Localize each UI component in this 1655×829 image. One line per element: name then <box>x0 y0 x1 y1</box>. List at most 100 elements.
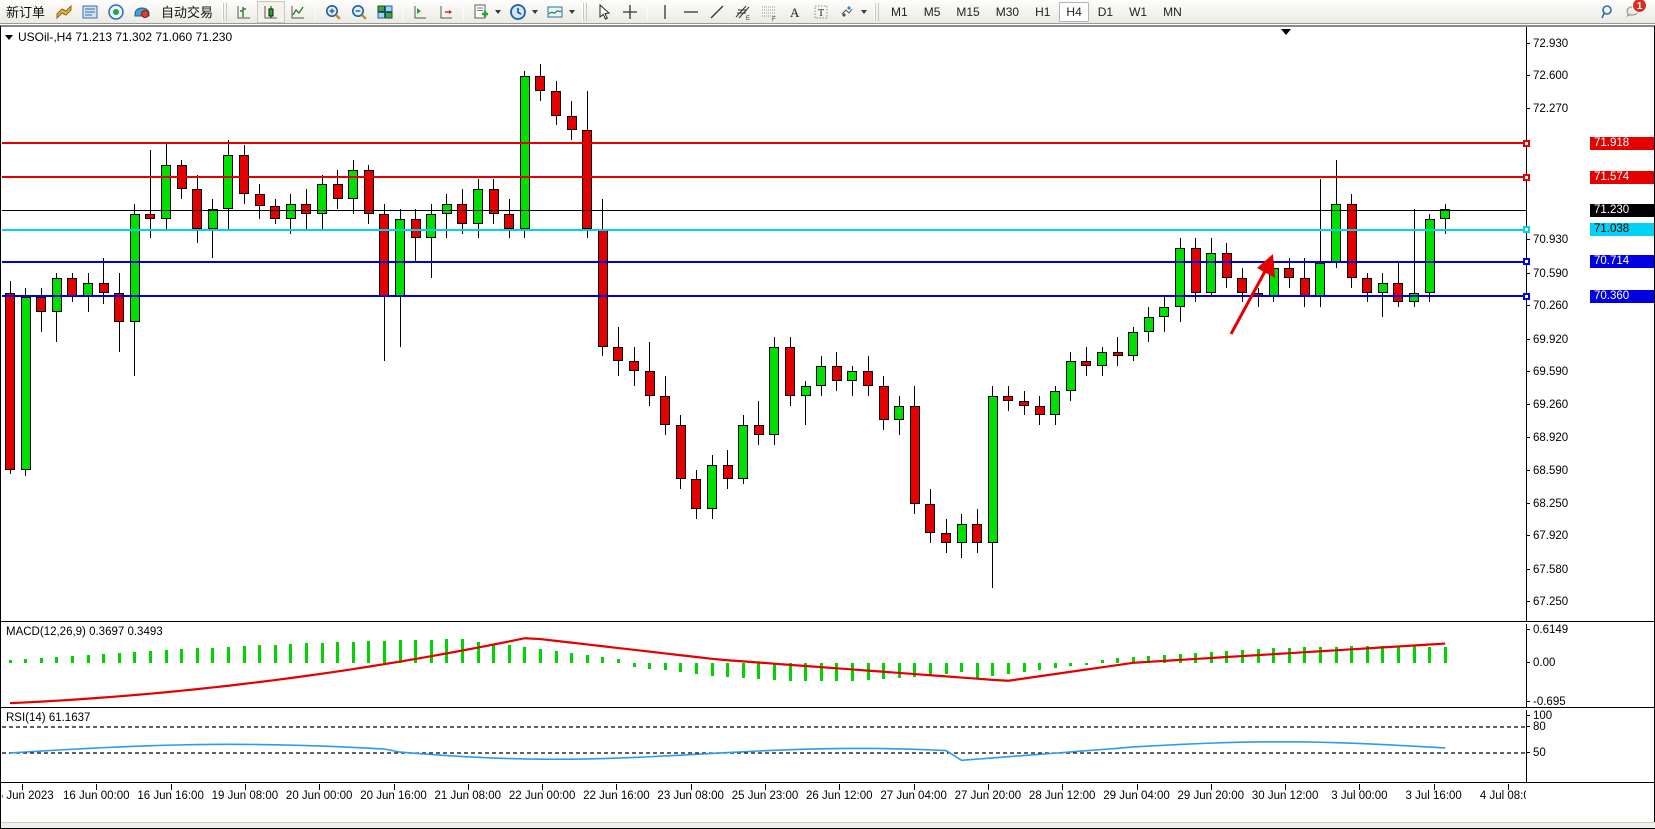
candle-body-bearish <box>1346 204 1357 278</box>
chevron-down-icon[interactable] <box>569 9 576 14</box>
candle-body-bearish <box>551 90 561 116</box>
candle-body-bearish <box>254 194 265 206</box>
time-tick <box>1433 784 1435 790</box>
level-handle[interactable] <box>1523 173 1530 181</box>
level-line-71-038[interactable] <box>2 228 1526 231</box>
zoom-out-icon[interactable] <box>346 1 372 23</box>
chart-scrollbar[interactable] <box>1 822 1655 828</box>
rsi-plot-area[interactable] <box>2 710 1526 782</box>
level-handle[interactable] <box>1523 258 1530 266</box>
candle <box>83 27 93 621</box>
timeframe-m30[interactable]: M30 <box>995 4 1020 19</box>
chevron-down-icon[interactable] <box>5 34 13 40</box>
candle <box>1377 27 1388 621</box>
auto-trading-icon[interactable] <box>129 1 155 23</box>
vertical-line-icon[interactable] <box>652 1 678 23</box>
macd-histogram-bar <box>585 655 589 664</box>
price-label-resistance-2[interactable]: 71.574 <box>1590 170 1654 184</box>
timeframe-w1[interactable]: W1 <box>1129 4 1148 19</box>
price-label-cyan-level[interactable]: 71.038 <box>1590 223 1654 237</box>
symbol-header[interactable]: USOil-,H4 71.213 71.302 71.060 71.230 <box>5 30 232 44</box>
symbol-ohlc-text: USOil-,H4 71.213 71.302 71.060 71.230 <box>18 30 233 44</box>
shift-end-icon[interactable] <box>407 1 433 23</box>
up-arrow-annotation[interactable] <box>1217 242 1287 342</box>
macd-histogram-bar <box>1256 649 1260 664</box>
candle-body-bearish <box>504 213 515 229</box>
candle-body-bullish <box>987 395 998 544</box>
level-handle[interactable] <box>1523 226 1530 234</box>
new-order-button[interactable]: 新订单 <box>6 5 46 20</box>
candlestick-chart-icon[interactable] <box>257 0 286 23</box>
zoom-in-icon[interactable] <box>320 1 346 23</box>
tile-windows-icon[interactable] <box>372 1 398 23</box>
rsi-axis[interactable]: 100 80 50 <box>1526 710 1654 782</box>
toolbar-grip[interactable] <box>222 2 229 21</box>
crosshair-icon[interactable] <box>617 1 643 23</box>
line-chart-icon[interactable] <box>285 1 311 23</box>
level-line-71-230[interactable] <box>2 209 1526 211</box>
shapes-icon[interactable] <box>834 1 860 23</box>
chevron-down-icon[interactable] <box>861 9 868 14</box>
candle-wick <box>851 366 853 396</box>
timeframe-m1[interactable]: M1 <box>891 4 908 19</box>
level-line-70-714[interactable] <box>2 260 1526 263</box>
horizontal-line-icon[interactable] <box>678 1 704 23</box>
macd-plot-area[interactable] <box>2 624 1526 707</box>
add-indicator-icon[interactable] <box>468 1 494 23</box>
level-handle[interactable] <box>1523 139 1530 147</box>
chevron-down-icon[interactable] <box>532 9 539 14</box>
search-icon[interactable] <box>1595 1 1621 23</box>
price-label-support-2[interactable]: 70.360 <box>1590 289 1654 303</box>
data-window-icon[interactable] <box>77 1 103 23</box>
level-line-71-574[interactable] <box>2 176 1526 179</box>
chart-dropdown-marker[interactable] <box>1281 29 1291 35</box>
candle-wick <box>758 400 760 445</box>
macd-histogram-bar <box>601 657 605 664</box>
fibonacci-icon[interactable]: F <box>756 1 782 23</box>
equidistant-channel-icon[interactable]: E <box>730 1 756 23</box>
chevron-down-icon[interactable] <box>495 9 502 14</box>
level-handle[interactable] <box>1523 292 1530 300</box>
price-label-last-price[interactable]: 71.230 <box>1590 204 1654 218</box>
level-line-70-360[interactable] <box>2 295 1526 298</box>
timeframe-h4[interactable]: H4 <box>1059 1 1089 22</box>
trendline-icon[interactable] <box>704 1 730 23</box>
rsi-pane[interactable]: RSI(14) 61.1637 100 80 50 <box>1 710 1654 783</box>
price-axis[interactable]: 72.930 72.600 72.270 70.930 70.590 70.260 69.9… <box>1523 27 1654 621</box>
candle-body-bearish <box>98 282 109 293</box>
timeframe-d1[interactable]: D1 <box>1097 4 1114 19</box>
price-plot-area[interactable] <box>2 27 1526 621</box>
navigator-icon[interactable] <box>103 1 129 23</box>
templates-icon[interactable] <box>542 1 568 23</box>
time-tick-label: 26 Jun 12:00 <box>806 790 873 802</box>
macd-histogram-bar <box>1412 646 1416 664</box>
toolbar-grip[interactable] <box>874 2 881 21</box>
cursor-icon[interactable] <box>591 1 617 23</box>
market-watch-icon[interactable] <box>51 1 77 23</box>
timeframe-m15[interactable]: M15 <box>956 4 980 19</box>
chart-window[interactable]: USOil-,H4 71.213 71.302 71.060 71.230 72… <box>0 25 1655 829</box>
period-clock-icon[interactable] <box>505 1 531 23</box>
macd-pane[interactable]: MACD(12,26,9) 0.3697 0.3493 0.6149 0.00 -0… <box>1 624 1654 708</box>
macd-histogram-bar <box>226 646 230 664</box>
time-axis[interactable]: 15 Jun 2023 16 Jun 00:00 16 Jun 16:00 19 Ju… <box>1 784 1654 829</box>
alerts-icon[interactable]: 1 <box>1621 0 1647 23</box>
text-label-icon[interactable]: T <box>808 1 834 23</box>
bar-chart-icon[interactable] <box>231 1 257 23</box>
timeframe-h1[interactable]: H1 <box>1035 4 1051 19</box>
price-pane[interactable]: 72.930 72.600 72.270 70.930 70.590 70.260 69.9… <box>1 27 1654 622</box>
candle-body-bullish <box>1065 361 1076 391</box>
rsi-label: RSI(14) 61.1637 <box>6 712 91 724</box>
timeframe-m5[interactable]: M5 <box>923 4 941 19</box>
text-icon[interactable]: A <box>782 1 808 23</box>
macd-axis[interactable]: 0.6149 0.00 -0.695 <box>1526 624 1654 708</box>
macd-histogram-bar <box>616 658 620 664</box>
toolbar-grip[interactable] <box>582 2 589 21</box>
auto-trading-button[interactable]: 自动交易 <box>161 5 214 20</box>
timeframe-mn[interactable]: MN <box>1163 4 1182 19</box>
price-label-support-1[interactable]: 70.714 <box>1590 255 1654 269</box>
candle-body-bullish <box>1440 208 1451 219</box>
price-label-resistance-1[interactable]: 71.918 <box>1590 136 1654 150</box>
auto-scroll-icon[interactable] <box>433 1 459 23</box>
level-line-71-918[interactable] <box>2 142 1526 145</box>
